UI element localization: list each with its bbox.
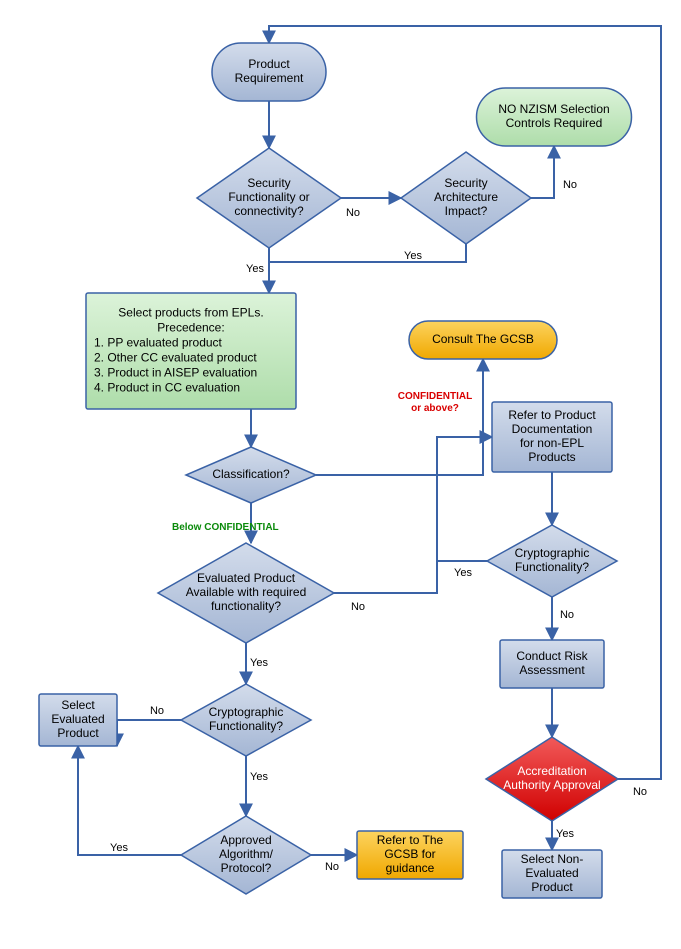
svg-text:Conduct Risk: Conduct Risk bbox=[516, 649, 588, 663]
edge-label: Yes bbox=[556, 828, 574, 840]
node-sel_noneval: Select Non-EvaluatedProduct bbox=[502, 850, 602, 898]
svg-text:1. PP evaluated product: 1. PP evaluated product bbox=[94, 336, 223, 350]
svg-text:NO NZISM Selection: NO NZISM Selection bbox=[498, 102, 609, 116]
edge-e3 bbox=[531, 146, 554, 198]
svg-text:Product: Product bbox=[57, 726, 99, 740]
svg-text:Assessment: Assessment bbox=[519, 663, 585, 677]
svg-text:Functionality?: Functionality? bbox=[209, 719, 283, 733]
edge-e11 bbox=[117, 720, 181, 746]
svg-text:Products: Products bbox=[528, 450, 575, 464]
svg-text:Product: Product bbox=[531, 880, 573, 894]
svg-text:Refer to Product: Refer to Product bbox=[508, 408, 596, 422]
svg-text:Approved: Approved bbox=[220, 833, 271, 847]
flowchart: ProductRequirementNO NZISM SelectionCont… bbox=[0, 0, 681, 949]
node-risk: Conduct RiskAssessment bbox=[500, 640, 604, 688]
svg-text:Architecture: Architecture bbox=[434, 190, 498, 204]
svg-text:Cryptographic: Cryptographic bbox=[515, 546, 590, 560]
node-prod_req: ProductRequirement bbox=[212, 43, 326, 101]
svg-text:Authority Approval: Authority Approval bbox=[503, 778, 600, 792]
svg-text:Evaluated: Evaluated bbox=[525, 866, 578, 880]
edge-label: No bbox=[150, 705, 164, 717]
node-crypto1: CryptographicFunctionality? bbox=[181, 684, 311, 756]
edge-label: No bbox=[633, 786, 647, 798]
node-select_epl: Select products from EPLs.Precedence:1. … bbox=[86, 293, 296, 409]
edge-e5 bbox=[269, 244, 466, 262]
svg-text:Algorithm/: Algorithm/ bbox=[219, 847, 274, 861]
edge-e7 bbox=[316, 359, 483, 475]
edge-e13 bbox=[78, 746, 181, 855]
node-accred: AccreditationAuthority Approval bbox=[486, 737, 618, 821]
svg-text:Consult The GCSB: Consult The GCSB bbox=[432, 332, 534, 346]
edge-label: Yes bbox=[404, 250, 422, 262]
node-sel_eval: SelectEvaluatedProduct bbox=[39, 694, 117, 746]
edge-label: No bbox=[563, 179, 577, 191]
svg-text:Evaluated Product: Evaluated Product bbox=[197, 571, 296, 585]
svg-text:Cryptographic: Cryptographic bbox=[209, 705, 284, 719]
svg-text:Protocol?: Protocol? bbox=[221, 861, 272, 875]
label-confidential-above: CONFIDENTIAL bbox=[398, 391, 472, 402]
svg-text:2. Other CC evaluated product: 2. Other CC evaluated product bbox=[94, 351, 257, 365]
svg-text:GCSB for: GCSB for bbox=[384, 847, 435, 861]
svg-text:Evaluated: Evaluated bbox=[51, 712, 104, 726]
svg-text:Precedence:: Precedence: bbox=[157, 321, 224, 335]
edge-label: No bbox=[325, 861, 339, 873]
svg-text:Documentation: Documentation bbox=[512, 422, 593, 436]
svg-text:Security: Security bbox=[247, 176, 290, 190]
svg-text:Select Non-: Select Non- bbox=[521, 852, 584, 866]
svg-text:Functionality or: Functionality or bbox=[228, 190, 309, 204]
node-eval_avail: Evaluated ProductAvailable with required… bbox=[158, 543, 334, 643]
svg-text:Impact?: Impact? bbox=[445, 204, 488, 218]
svg-text:Select products from EPLs.: Select products from EPLs. bbox=[118, 306, 263, 320]
svg-text:3. Product in AISEP evaluation: 3. Product in AISEP evaluation bbox=[94, 366, 257, 380]
svg-text:Available with required: Available with required bbox=[186, 585, 307, 599]
label-confidential-above: or above? bbox=[411, 403, 459, 414]
label-below-confidential: Below CONFIDENTIAL bbox=[172, 522, 279, 533]
svg-text:connectivity?: connectivity? bbox=[234, 204, 304, 218]
edge-label: No bbox=[351, 601, 365, 613]
svg-text:Classification?: Classification? bbox=[212, 467, 290, 481]
svg-text:for non-EPL: for non-EPL bbox=[520, 436, 584, 450]
edge-label: Yes bbox=[246, 263, 264, 275]
svg-text:Product: Product bbox=[248, 57, 290, 71]
node-sec_arch: SecurityArchitectureImpact? bbox=[401, 152, 531, 244]
flowchart-nodes: ProductRequirementNO NZISM SelectionCont… bbox=[39, 43, 632, 898]
node-sec_func: SecurityFunctionality orconnectivity? bbox=[197, 148, 341, 248]
node-consult: Consult The GCSB bbox=[409, 321, 557, 359]
node-classif: Classification? bbox=[186, 447, 316, 503]
svg-text:Select: Select bbox=[61, 698, 95, 712]
node-refer_gcsb: Refer to TheGCSB forguidance bbox=[357, 831, 463, 879]
edge-label: Yes bbox=[250, 657, 268, 669]
svg-text:functionality?: functionality? bbox=[211, 599, 281, 613]
node-approved: ApprovedAlgorithm/Protocol? bbox=[181, 816, 311, 894]
edge-label: Yes bbox=[250, 771, 268, 783]
svg-text:Controls Required: Controls Required bbox=[506, 116, 603, 130]
edge-label: Yes bbox=[454, 567, 472, 579]
node-no_nzism: NO NZISM SelectionControls Required bbox=[477, 88, 632, 146]
svg-text:Refer to The: Refer to The bbox=[377, 833, 444, 847]
svg-text:Accreditation: Accreditation bbox=[517, 764, 586, 778]
svg-text:guidance: guidance bbox=[386, 861, 435, 875]
svg-text:Functionality?: Functionality? bbox=[515, 560, 589, 574]
edge-label: No bbox=[346, 207, 360, 219]
node-crypto2: CryptographicFunctionality? bbox=[487, 525, 617, 597]
svg-text:4. Product in CC evaluation: 4. Product in CC evaluation bbox=[94, 381, 240, 395]
svg-text:Security: Security bbox=[444, 176, 487, 190]
edge-label: Yes bbox=[110, 842, 128, 854]
svg-text:Requirement: Requirement bbox=[235, 71, 304, 85]
node-refer_doc: Refer to ProductDocumentationfor non-EPL… bbox=[492, 402, 612, 472]
edge-label: No bbox=[560, 609, 574, 621]
